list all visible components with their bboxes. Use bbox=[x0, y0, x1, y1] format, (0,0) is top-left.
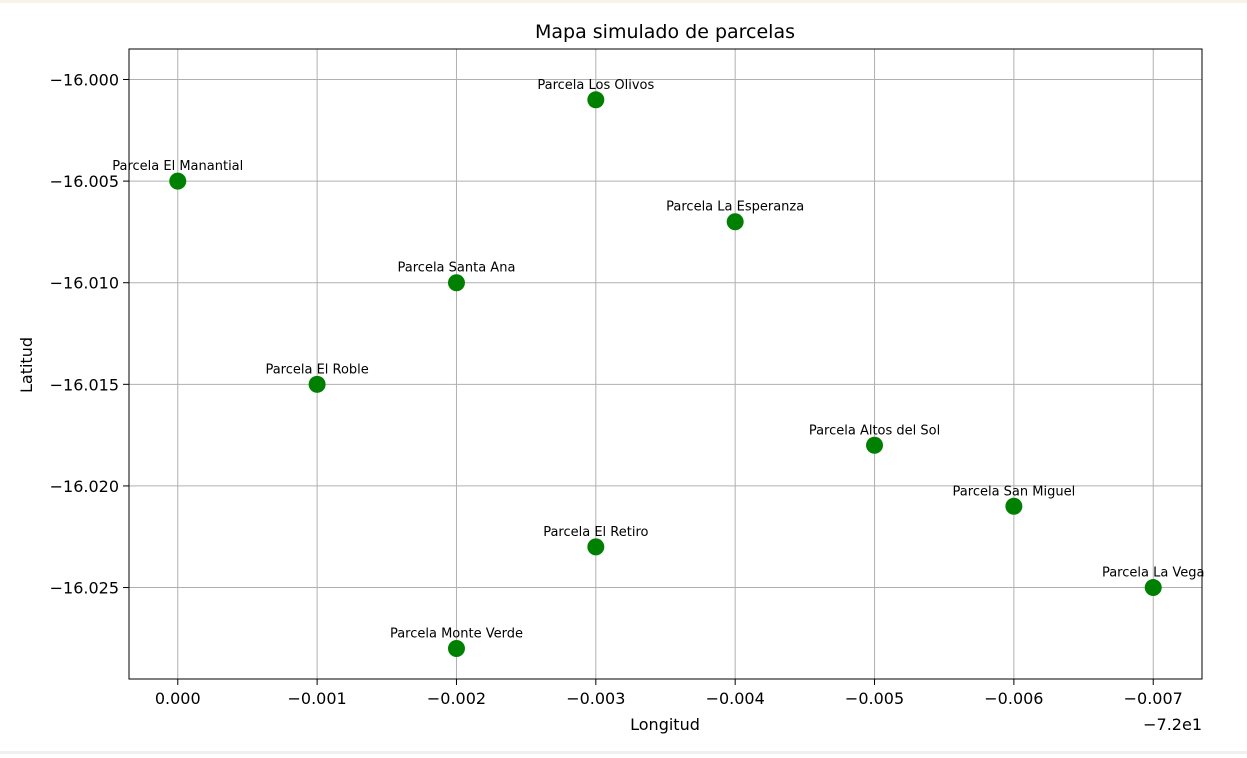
data-point bbox=[447, 274, 465, 292]
data-point-label: Parcela Altos del Sol bbox=[809, 423, 940, 438]
y-tick-label: −16.025 bbox=[50, 579, 119, 598]
x-axis-offset-label: −7.2e1 bbox=[1143, 715, 1202, 734]
data-point-label: Parcela La Vega bbox=[1102, 566, 1205, 581]
x-tick-label: −0.002 bbox=[427, 689, 486, 708]
data-point bbox=[726, 213, 744, 231]
x-tick-label: −0.006 bbox=[984, 689, 1043, 708]
data-point bbox=[587, 538, 605, 556]
y-axis-label: Latitud bbox=[17, 337, 36, 393]
data-points: Parcela Los Olivos Parcela El Manantial Pa… bbox=[112, 78, 1205, 658]
data-point-label: Parcela Monte Verde bbox=[390, 627, 523, 642]
chart-title: Mapa simulado de parcelas bbox=[535, 21, 795, 43]
data-point-label: Parcela Los Olivos bbox=[537, 78, 654, 93]
x-tick-label: −0.003 bbox=[566, 689, 625, 708]
y-tick-label: −16.020 bbox=[50, 477, 119, 496]
data-point bbox=[1005, 497, 1023, 515]
data-point-label: Parcela El Roble bbox=[265, 362, 368, 377]
x-tick-label: −0.004 bbox=[706, 689, 765, 708]
y-tick-label: −16.005 bbox=[50, 172, 119, 191]
data-point bbox=[447, 640, 465, 658]
x-axis-label: Longitud bbox=[630, 715, 700, 734]
data-point bbox=[169, 172, 187, 190]
data-point-label: Parcela Santa Ana bbox=[398, 261, 516, 276]
data-point-label: Parcela El Manantial bbox=[112, 159, 243, 174]
top-border bbox=[0, 0, 1247, 3]
y-tick-label: −16.010 bbox=[50, 274, 119, 293]
x-tick-label: 0.000 bbox=[155, 689, 201, 708]
y-tick-label: −16.000 bbox=[50, 70, 119, 89]
plot-frame bbox=[128, 48, 1203, 680]
data-point bbox=[866, 436, 884, 454]
data-point-label: Parcela San Miguel bbox=[953, 484, 1076, 499]
y-tick-label: −16.015 bbox=[50, 375, 119, 394]
bottom-border bbox=[0, 751, 1247, 754]
data-point bbox=[587, 91, 605, 109]
x-tick-label: −0.007 bbox=[1124, 689, 1183, 708]
grid bbox=[129, 49, 1202, 679]
axis-ticks: 0.000 −0.001 −0.002 −0.003 −0.004 −0.005 −0.00… bbox=[50, 70, 1183, 708]
x-tick-label: −0.005 bbox=[845, 689, 904, 708]
data-point bbox=[308, 375, 326, 393]
data-point-label: Parcela La Esperanza bbox=[666, 200, 804, 215]
x-tick-label: −0.001 bbox=[288, 689, 347, 708]
data-point-label: Parcela El Retiro bbox=[543, 525, 648, 540]
data-point bbox=[1144, 579, 1162, 597]
